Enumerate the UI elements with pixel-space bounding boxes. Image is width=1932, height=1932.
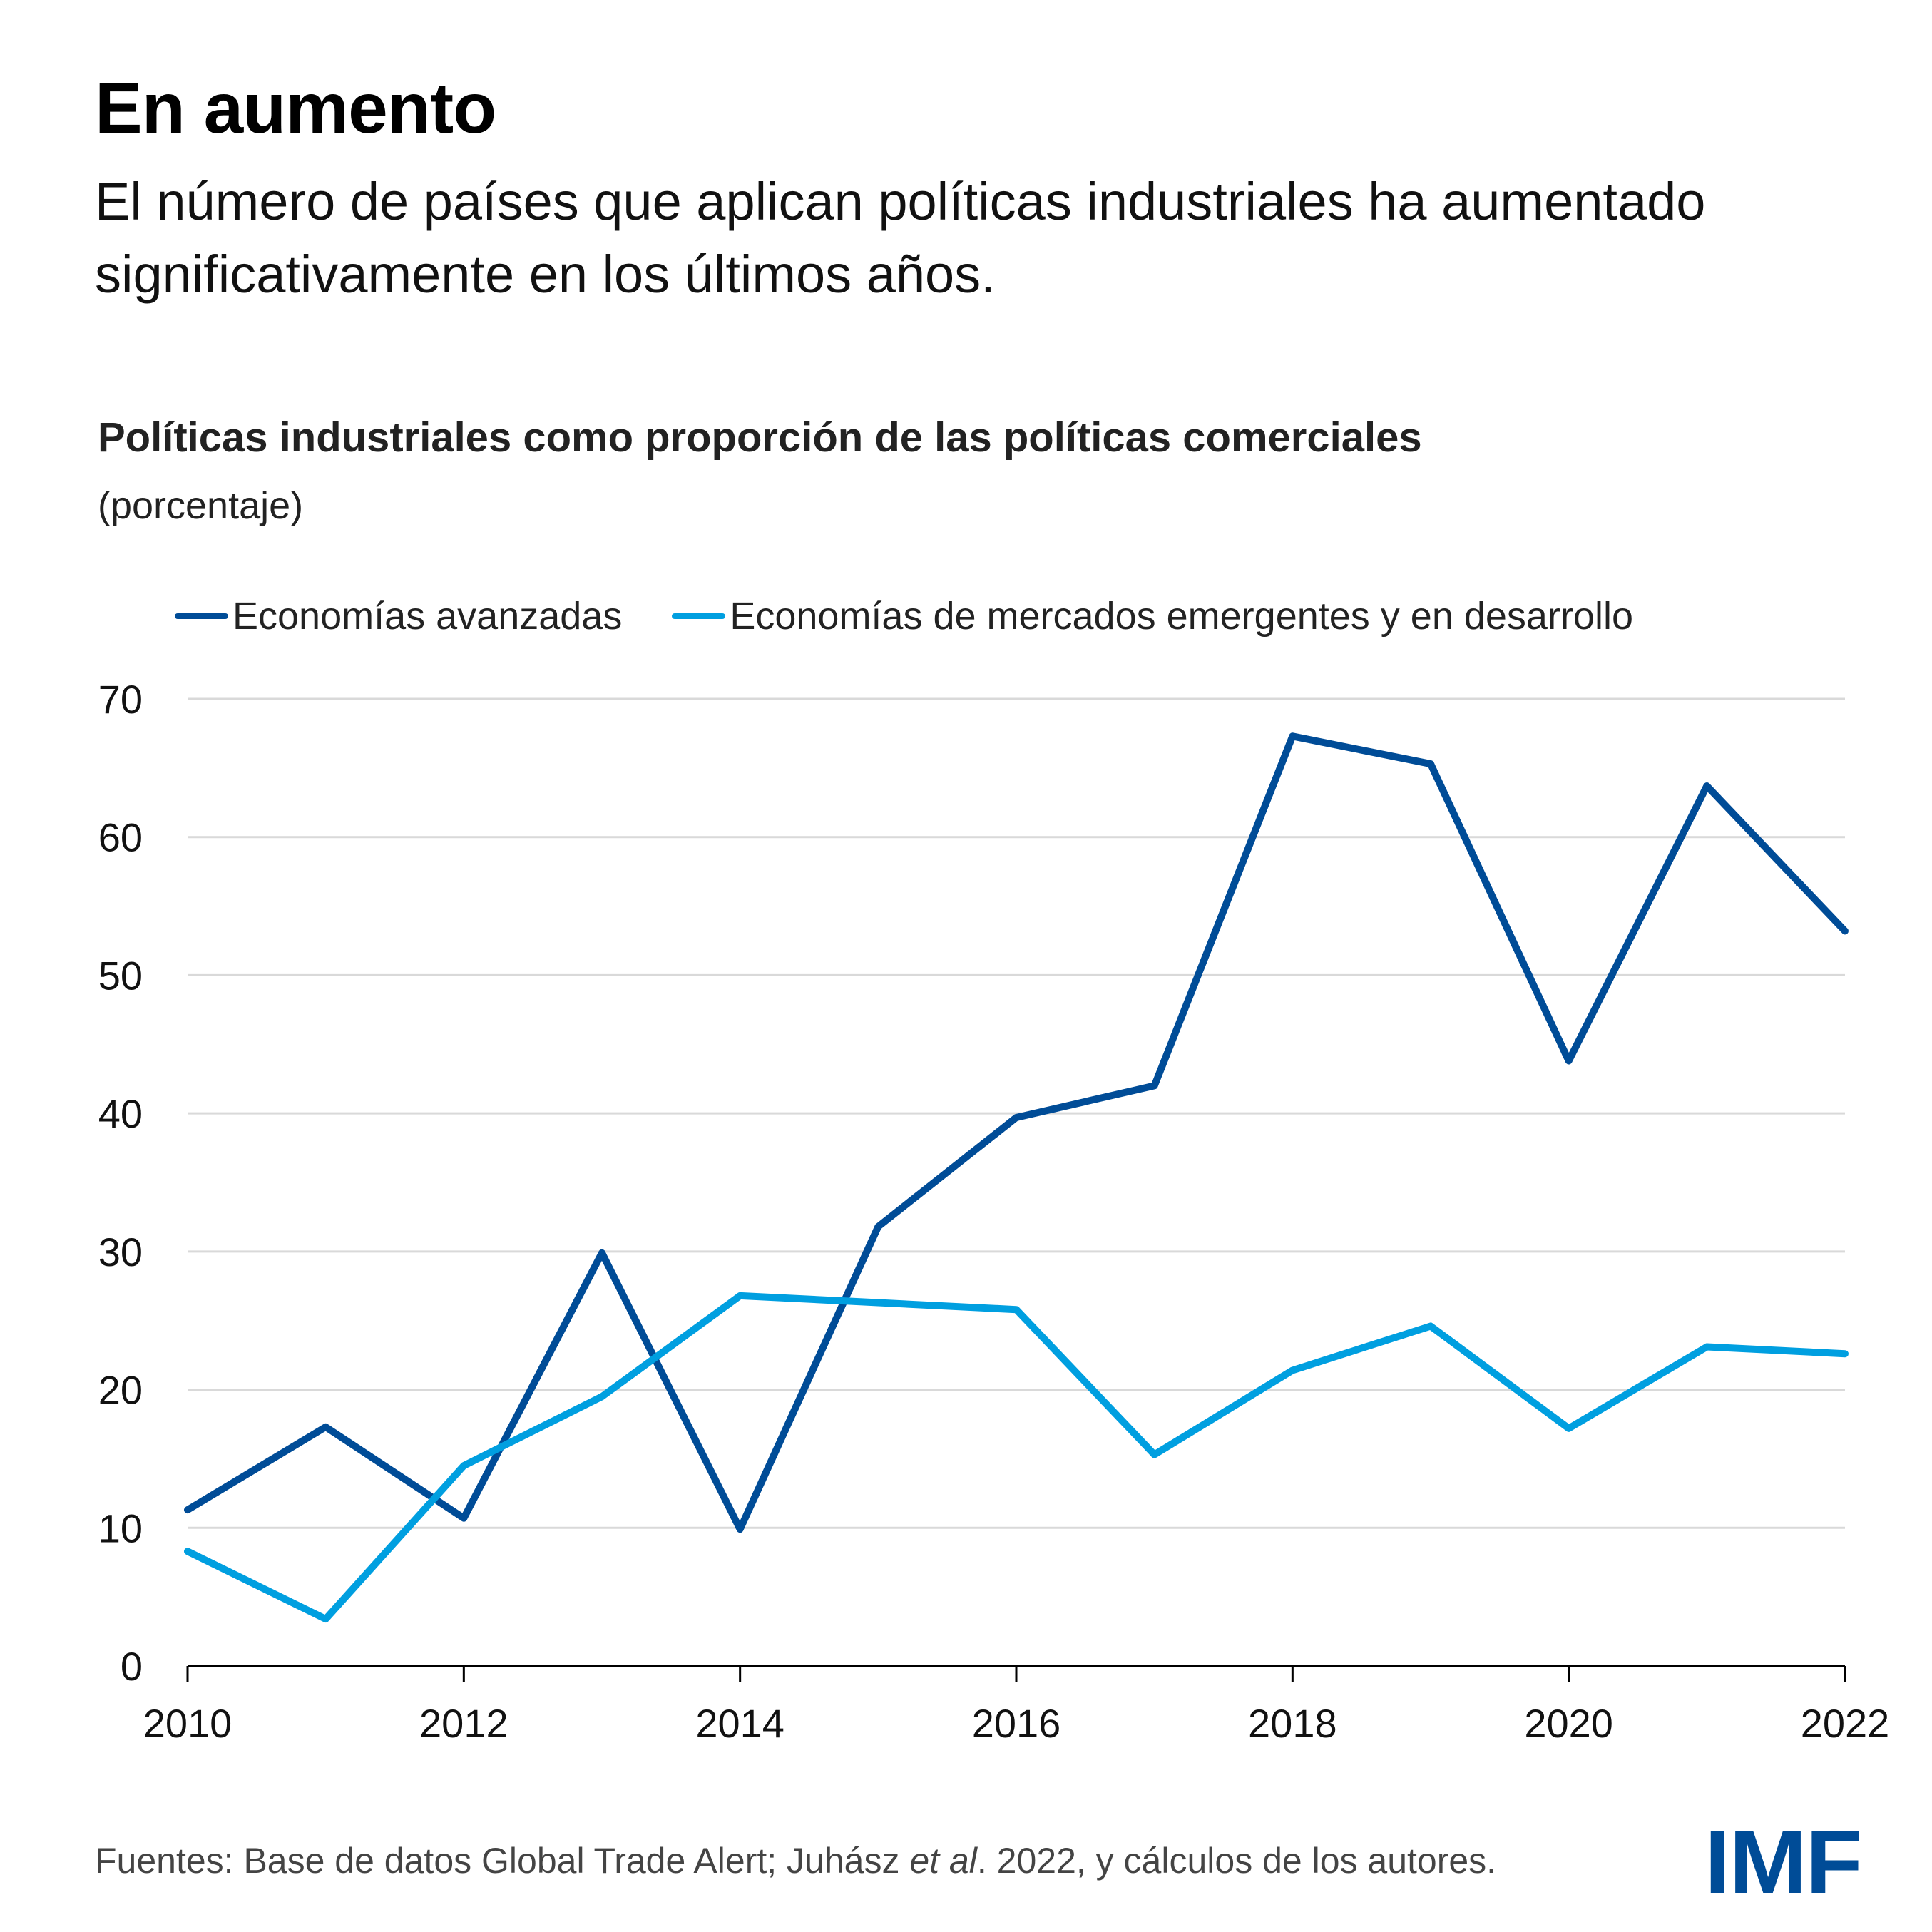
y-tick-label: 30	[98, 1230, 143, 1274]
chart-unit: (porcentaje)	[98, 484, 304, 527]
legend-swatch-emerging	[672, 613, 726, 619]
x-tick-label: 2022	[1801, 1701, 1890, 1746]
legend-item-emerging: Economías de mercados emergentes y en de…	[672, 594, 1633, 638]
x-tick-label: 2016	[972, 1701, 1061, 1746]
source-italic: et al	[909, 1841, 977, 1881]
legend: Economías avanzadas Economías de mercado…	[175, 594, 1683, 638]
series-lines	[184, 732, 1849, 1623]
x-tick-label: 2010	[143, 1701, 232, 1746]
source-suffix: . 2022, y cálculos de los autores.	[976, 1841, 1497, 1881]
chart-title: Políticas industriales como proporción d…	[98, 414, 1422, 461]
series-line-emerging	[184, 1292, 1849, 1623]
x-axis: 2010 2012 2014 2016 2018 2020 2022	[143, 1665, 1890, 1746]
legend-label-advanced: Economías avanzadas	[232, 595, 623, 638]
x-tick-label: 2012	[419, 1701, 508, 1746]
page-subtitle: El número de países que aplican política…	[95, 172, 1706, 304]
y-tick-label: 40	[98, 1091, 143, 1136]
legend-swatch-advanced	[175, 613, 228, 619]
legend-item-advanced: Economías avanzadas	[175, 594, 622, 638]
y-tick-label: 60	[98, 815, 143, 860]
x-tick-label: 2014	[695, 1701, 784, 1746]
gridlines	[188, 697, 1845, 1529]
y-tick-label: 10	[98, 1506, 143, 1550]
y-axis-tick-labels: 0 10 20 30 40 50 60 70	[98, 677, 143, 1689]
x-tick-label: 2018	[1248, 1701, 1337, 1746]
y-tick-label: 50	[98, 953, 143, 998]
legend-label-emerging: Economías de mercados emergentes y en de…	[730, 595, 1633, 638]
imf-logo: IMF	[1704, 1813, 1863, 1912]
page-title: En aumento	[95, 68, 496, 148]
source-prefix: Fuentes: Base de datos Global Trade Aler…	[95, 1841, 910, 1881]
y-tick-label: 20	[98, 1368, 143, 1413]
x-tick-label: 2020	[1524, 1701, 1613, 1746]
y-tick-label: 0	[121, 1644, 143, 1689]
y-tick-label: 70	[98, 677, 143, 722]
source-note: Fuentes: Base de datos Global Trade Aler…	[95, 1840, 1496, 1881]
